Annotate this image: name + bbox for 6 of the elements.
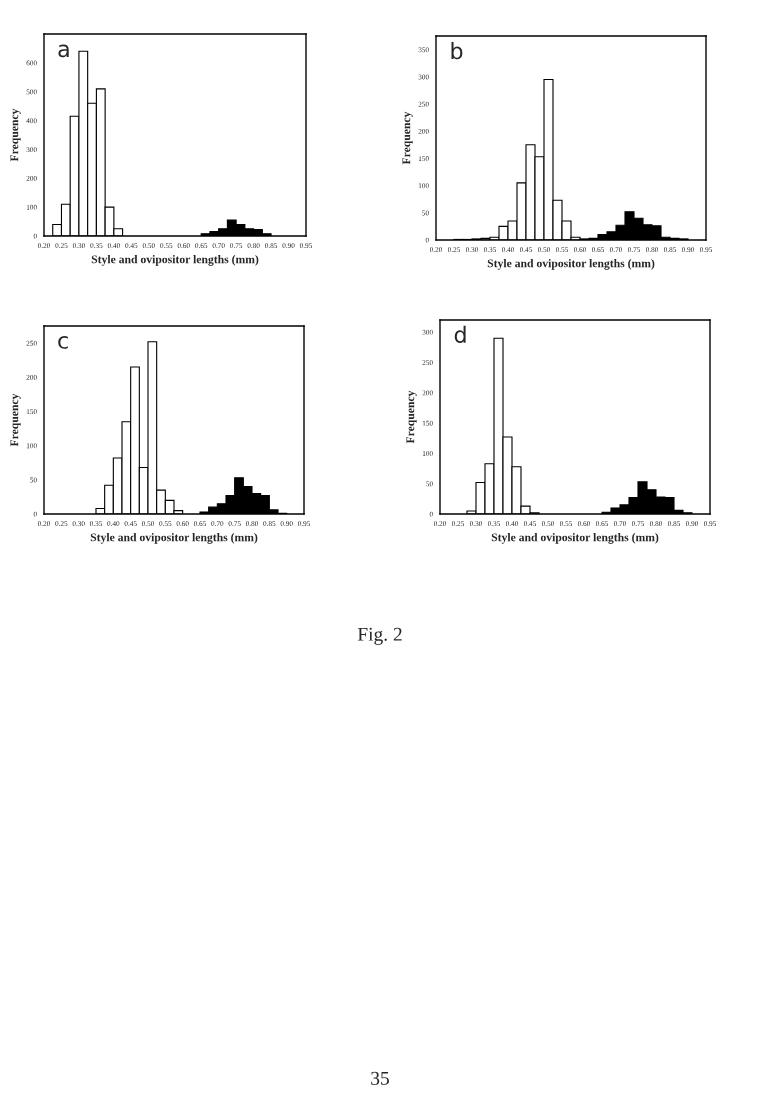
chart-title: b [451, 42, 463, 60]
chart-title: d [454, 325, 466, 344]
chart-title: c [58, 336, 68, 349]
caption: Fig. 2 [357, 627, 402, 645]
chart-title: a [58, 44, 69, 58]
text: 35 [371, 1071, 389, 1085]
